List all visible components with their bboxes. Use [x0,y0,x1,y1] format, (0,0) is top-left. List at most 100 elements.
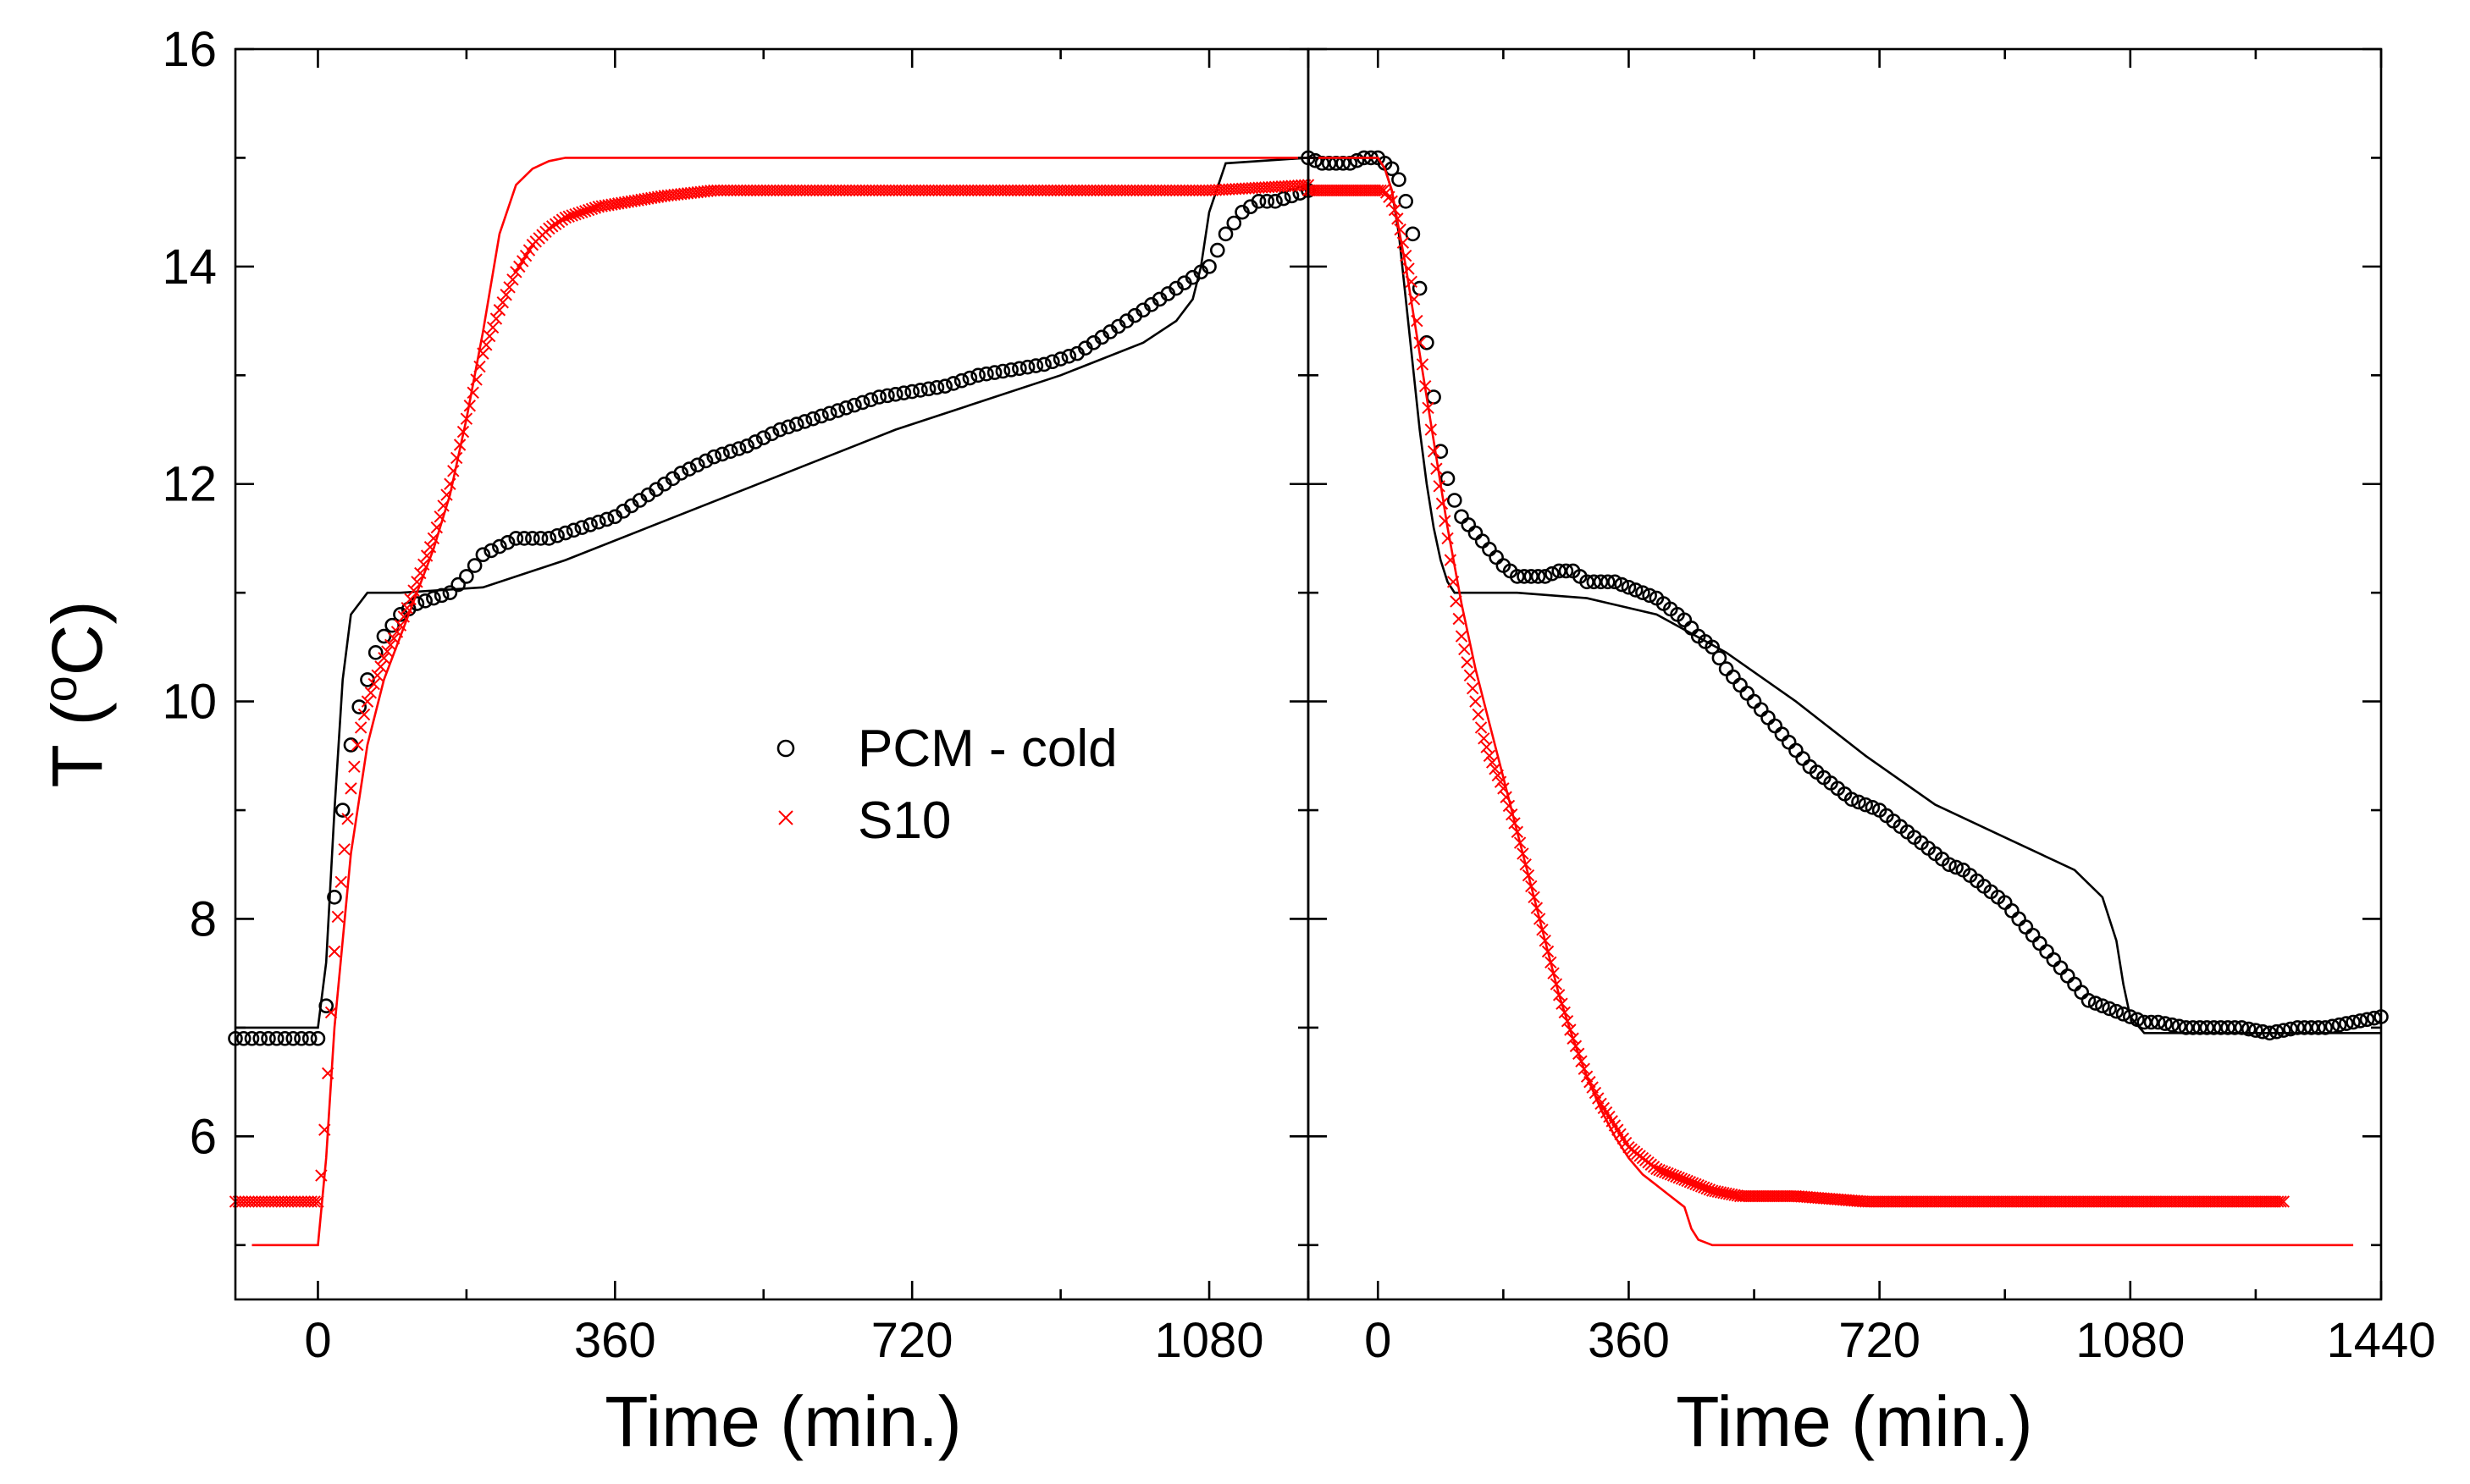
right-pcm-cold-point [1635,585,1650,600]
right-s10-point [1458,643,1471,656]
left-pcm-cold-point [301,1030,318,1046]
right-pcm-cold-point [1537,569,1553,584]
left-s10-point [516,255,529,268]
right-pcm-cold-point [1523,569,1539,584]
right-s10-point [1472,708,1484,721]
left-pcm-cold-point [962,370,978,386]
tick-labels: 0 360 720 1080 6 8 10 12 14 16 0 360 720 1080 1440 [162,22,2435,1368]
left-pcm-cold-point [1218,226,1234,242]
left-pcm-cold-point [566,522,582,538]
left-s10-point [357,708,371,721]
left-s10-point [489,312,503,325]
right-pcm-cold-point [2158,1016,2173,1031]
legend-marker-s10 [778,810,793,825]
left-pcm-cold-point [772,422,788,438]
left-s10-point [522,244,536,257]
left-pcm-cold-point [583,517,598,532]
right-s10-point [1430,462,1443,475]
right-pcm-cold-point [2143,1014,2159,1030]
left-s10-point [500,289,512,301]
left-pcm-cold-point [1045,354,1060,370]
right-pcm-cold-point [2136,1014,2152,1030]
right-s10-point [2277,1195,2290,1208]
left-s10-point [334,875,347,889]
right-pcm-cold-point [2255,1023,2270,1040]
right-pcm-cold-point [2108,1003,2125,1019]
left-s10-point [367,677,380,691]
left-s10-point [486,321,500,334]
left-s10-point [450,451,463,465]
left-s10-point [569,208,582,221]
legend-marker-pcm-cold [776,739,795,758]
left-pcm-cold-point [863,392,879,408]
right-pcm-cold-point [1627,582,1644,598]
right-x-tick-label: 1440 [2326,1313,2435,1368]
right-pcm-cold-point [1551,563,1567,579]
left-pcm-cold-point [847,397,862,413]
left-s10-point [493,304,506,317]
right-pcm-cold-point [1349,152,1365,168]
right-x-tick-label: 1080 [2075,1313,2185,1368]
right-pcm-cold-point [1600,574,1616,590]
left-pcm-cold-point [533,531,549,546]
left-s10-point [506,273,519,286]
right-pcm-cold-point [2123,1009,2138,1024]
left-pcm-cold-point [1202,259,1217,274]
left-s10-point [572,207,585,220]
left-pcm-cold-point [426,590,441,606]
left-pcm-cold-point [731,441,747,456]
right-s10-point [1394,223,1406,236]
left-pcm-cold-point [929,379,945,395]
left-pcm-cold-point [920,381,937,397]
right-s10-point [1452,612,1465,626]
right-pcm-cold-point [2339,1016,2354,1031]
plot-frames [234,47,2383,1301]
left-pcm-cold-point [235,1030,251,1046]
right-pcm-cold-point [1865,800,1881,815]
right-pcm-cold-point [2248,1023,2263,1038]
left-s10-point [566,209,578,222]
left-pcm-cold-point [854,394,870,411]
left-pcm-cold-point [937,378,953,394]
right-s10-point [1483,749,1496,763]
left-pcm-cold-point [261,1030,276,1046]
left-pcm-cold-point [821,405,837,422]
left-pcm-cold-point [722,444,738,460]
right-pcm-cold-point [2102,1001,2117,1017]
left-s10-point [519,249,533,262]
right-pcm-cold-point [1642,588,1657,604]
left-s10-point [374,660,387,673]
left-x-axis-title: Time (min.) [605,1382,962,1461]
left-pcm-cold-point [739,438,755,454]
left-pcm-cold-point [830,403,846,418]
left-pcm-cold-point [459,569,474,584]
right-s10-point [1455,630,1468,643]
y-tick-label: 12 [162,457,217,512]
legend: PCM - cold S10 [776,720,1118,850]
right-pcm-cold-model-line [1308,157,2381,1034]
left-pcm-cold-point [706,449,722,465]
right-pcm-cold-point [2241,1021,2257,1037]
right-x-tick-label: 360 [1588,1313,1670,1368]
left-s10-point [483,329,496,343]
left-s10-point [328,945,341,958]
right-pcm-cold-point [2283,1021,2298,1037]
left-pcm-cold-point [285,1030,301,1046]
axis-ticks [235,47,2383,1299]
left-s10-model-line [251,157,1308,1247]
left-s10-point [576,206,588,218]
right-pcm-cold-point [1858,797,1873,813]
right-s10-point [1435,497,1449,510]
left-pcm-cold-point [673,466,689,481]
right-s10-model-line [1308,157,2354,1247]
right-s10-point [1469,695,1482,708]
left-pcm-cold-point [805,411,821,427]
left-pcm-cold-point [351,699,367,714]
right-pcm-cold-point [1579,574,1594,590]
right-pcm-cold-point [1405,226,1421,242]
right-pcm-cold-point [2346,1014,2361,1030]
left-x-tick-label: 360 [574,1313,656,1368]
left-pcm-cold-point [689,457,705,473]
right-pcm-cold-point [2080,993,2097,1008]
